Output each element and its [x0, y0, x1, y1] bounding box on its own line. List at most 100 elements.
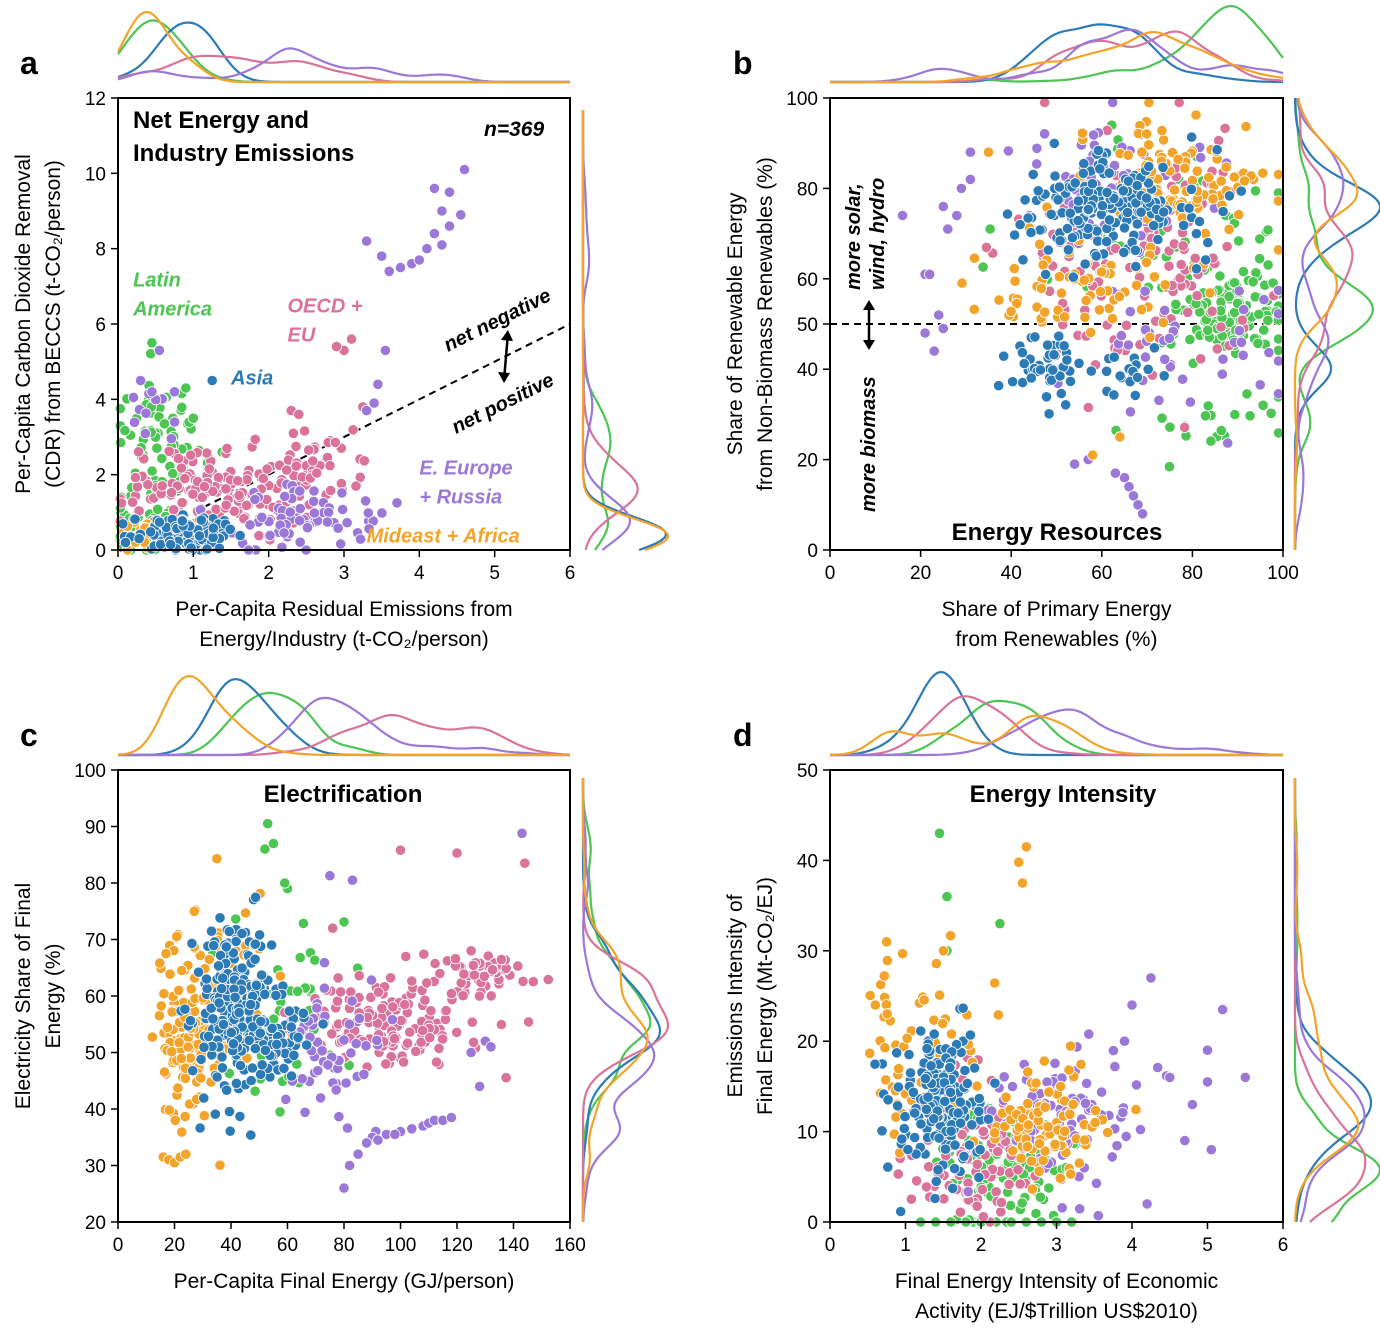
data-point: [1076, 127, 1089, 139]
data-point: [1170, 298, 1182, 310]
x-tick-label: 1: [188, 563, 199, 584]
data-point: [146, 465, 158, 477]
data-point: [207, 522, 219, 534]
data-point: [895, 1205, 907, 1218]
data-point: [1219, 122, 1231, 134]
data-point: [278, 1062, 290, 1075]
data-point: [234, 1110, 246, 1123]
data-point: [1145, 972, 1157, 984]
data-point: [993, 294, 1005, 306]
data-point: [256, 1059, 268, 1071]
data-point: [992, 380, 1005, 392]
data-point: [1034, 1191, 1047, 1203]
data-point: [984, 223, 996, 235]
y-axis-title: Per-Capita Carbon Dioxide Removal: [12, 154, 35, 494]
data-point: [933, 827, 946, 839]
data-point: [168, 504, 180, 516]
data-point: [360, 404, 373, 417]
data-point: [971, 1080, 983, 1092]
data-point: [1054, 370, 1066, 382]
data-point: [293, 515, 306, 527]
data-point: [1078, 158, 1090, 170]
data-point: [527, 976, 539, 988]
data-point: [1215, 175, 1227, 187]
data-point: [195, 1072, 207, 1084]
data-point: [428, 228, 440, 240]
data-point: [220, 499, 232, 511]
data-point: [419, 994, 431, 1006]
region-label: America: [132, 298, 212, 320]
data-point: [350, 480, 362, 492]
data-point: [220, 941, 232, 953]
data-point: [954, 1096, 966, 1108]
right-density-curve: [581, 778, 649, 1222]
data-point: [1140, 256, 1153, 268]
data-point: [500, 1072, 512, 1084]
region-label: Latin: [133, 269, 181, 291]
data-point: [468, 969, 480, 981]
x-tick-label: 2: [263, 563, 274, 584]
data-point: [1172, 153, 1184, 165]
data-point: [1055, 287, 1068, 299]
data-point: [209, 1108, 221, 1120]
data-point: [401, 1037, 414, 1049]
data-point: [964, 173, 977, 185]
panel-c-right-marginal: [581, 778, 670, 1223]
data-point: [1130, 260, 1142, 273]
x-tick-label: 120: [441, 1235, 473, 1256]
data-point: [250, 891, 262, 903]
data-point: [1217, 205, 1229, 218]
data-point: [1088, 129, 1100, 141]
data-point: [418, 948, 430, 960]
data-point: [131, 481, 143, 493]
data-point: [362, 507, 374, 519]
data-point: [329, 436, 341, 448]
y-axis-title: from Non-Biomass Renewables (%): [754, 157, 777, 491]
data-point: [1101, 186, 1113, 198]
data-point: [1093, 304, 1106, 316]
data-point: [1087, 449, 1099, 461]
data-point: [1022, 1066, 1034, 1078]
data-point: [1233, 325, 1246, 337]
data-point: [1062, 244, 1075, 256]
data-point: [254, 929, 266, 941]
y-tick-label: 40: [797, 851, 818, 872]
data-point: [878, 970, 890, 982]
data-point: [117, 518, 129, 530]
data-point: [909, 1131, 921, 1144]
data-point: [172, 1082, 184, 1094]
y-tick-label: 6: [95, 315, 106, 336]
right-density-curve: [581, 778, 656, 1223]
panel-b-right-marginal: [1293, 97, 1380, 551]
data-point: [973, 1092, 985, 1105]
data-point: [964, 146, 977, 158]
data-point: [254, 1027, 266, 1039]
data-point: [928, 1113, 940, 1125]
data-point: [331, 995, 344, 1007]
data-point: [1148, 342, 1161, 354]
data-point: [176, 401, 188, 413]
data-point: [451, 1026, 463, 1039]
data-point: [1025, 1155, 1038, 1167]
data-point: [909, 1107, 921, 1119]
data-point: [213, 997, 225, 1009]
data-point: [311, 467, 323, 479]
data-point: [957, 1002, 969, 1014]
data-point: [288, 1049, 300, 1061]
data-point: [517, 975, 529, 988]
data-point: [397, 1056, 410, 1068]
data-point: [1139, 285, 1151, 297]
data-point: [1013, 856, 1025, 868]
data-point: [314, 1092, 327, 1104]
data-point: [358, 1068, 370, 1080]
data-point: [249, 938, 261, 950]
data-point: [343, 1018, 355, 1030]
x-axis-title: Share of Primary Energy: [942, 598, 1172, 621]
x-tick-label: 6: [1278, 1235, 1289, 1256]
data-point: [293, 408, 305, 420]
data-point: [903, 1049, 915, 1061]
data-point: [179, 1003, 191, 1015]
panel-letter-c: c: [20, 717, 38, 753]
data-point: [168, 386, 181, 398]
data-point: [933, 1132, 945, 1144]
